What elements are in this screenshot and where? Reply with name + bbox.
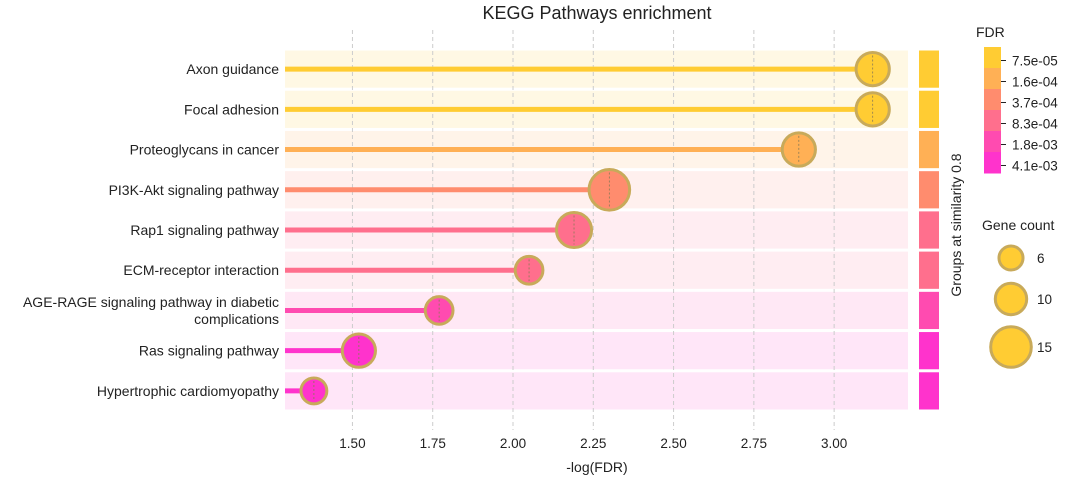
group-color-cell [919, 372, 939, 410]
fdr-legend-title: FDR [976, 24, 1005, 40]
gene-count-legend: Gene count 6 10 15 [982, 217, 1054, 369]
size-legend-marker [997, 244, 1025, 272]
x-axis-label: -log(FDR) [566, 459, 627, 475]
category-label: Hypertrophic cardiomyopathy [97, 383, 279, 399]
fdr-legend-label: 1.6e-04 [1012, 75, 1058, 90]
fdr-legend-swatch [984, 152, 1001, 174]
x-tick-label: 3.00 [821, 436, 847, 451]
group-color-cell [919, 50, 939, 88]
group-color-cell [919, 211, 939, 249]
fdr-legend-label: 1.8e-03 [1012, 138, 1058, 153]
fdr-legend-label: 4.1e-03 [1012, 159, 1058, 174]
category-label: PI3K-Akt signaling pathway [109, 182, 279, 198]
fdr-legend-swatch [984, 110, 1001, 132]
fdr-legend-swatch [984, 89, 1001, 111]
row-band [285, 332, 908, 370]
category-label: AGE-RAGE signaling pathway in diabetic co… [23, 294, 279, 327]
size-legend-marker [993, 281, 1029, 317]
category-label: Proteoglycans in cancer [130, 142, 280, 158]
group-axis-label: Groups at similarity 0.8 [948, 153, 964, 296]
y-tick-labels: Axon guidance Focal adhesion Proteoglycans… [23, 61, 279, 399]
x-tick-label: 2.75 [741, 436, 767, 451]
size-legend-label: 6 [1037, 251, 1045, 266]
x-tick-label: 2.50 [660, 436, 686, 451]
category-label: Focal adhesion [184, 101, 279, 117]
lollipop-marker [423, 295, 455, 326]
size-legend-label: 15 [1037, 340, 1052, 355]
gene-count-legend-title: Gene count [982, 217, 1054, 233]
fdr-legend-swatch [984, 47, 1001, 69]
fdr-legend-label: 8.3e-04 [1012, 117, 1058, 132]
row-band [285, 372, 908, 410]
group-color-cell [919, 171, 939, 209]
category-label: Ras signaling pathway [139, 343, 279, 359]
group-color-cell [919, 332, 939, 370]
x-tick-labels: 1.50 1.75 2.00 2.25 2.50 2.75 3.00 [339, 436, 847, 451]
category-label: Rap1 signaling pathway [130, 222, 279, 238]
category-label: ECM-receptor interaction [123, 262, 279, 278]
fdr-legend-swatch [984, 68, 1001, 90]
lollipop-markers [299, 50, 891, 406]
fdr-legend: FDR 7.5e-05 1.6e-04 3.7e-04 8.3e-04 1.8e-03 4… [976, 24, 1058, 174]
group-color-cell [919, 251, 939, 289]
lollipop-marker [554, 210, 594, 250]
x-tick-label: 1.75 [420, 436, 446, 451]
size-legend-marker [989, 325, 1033, 369]
x-tick-label: 2.00 [500, 436, 526, 451]
group-strip [919, 50, 939, 410]
group-color-cell [919, 130, 939, 169]
chart-title: KEGG Pathways enrichment [482, 3, 711, 23]
fdr-legend-label: 7.5e-05 [1012, 54, 1058, 69]
group-color-cell [919, 291, 939, 330]
x-tick-label: 2.25 [580, 436, 606, 451]
x-tick-label: 1.50 [339, 436, 365, 451]
group-color-cell [919, 90, 939, 128]
lollipop-stems [285, 66, 873, 394]
fdr-legend-label: 3.7e-04 [1012, 96, 1058, 111]
fdr-legend-swatch [984, 131, 1001, 153]
category-label: Axon guidance [186, 61, 279, 77]
size-legend-label: 10 [1037, 292, 1052, 307]
lollipop-marker [513, 254, 545, 286]
